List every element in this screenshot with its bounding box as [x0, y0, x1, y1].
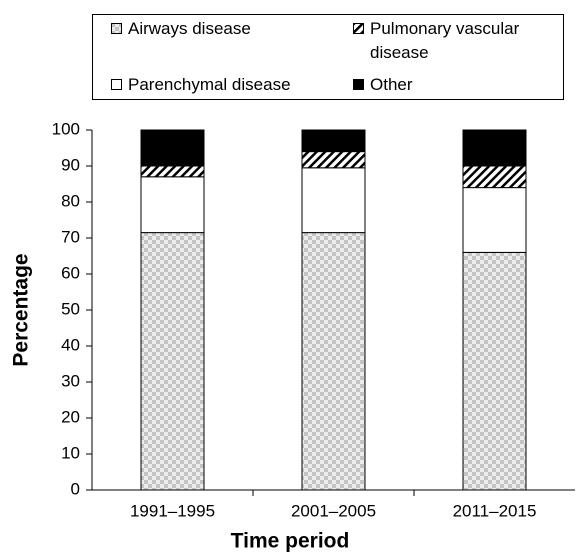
bar-segment: [462, 165, 527, 189]
bar-segment: [462, 129, 527, 167]
bar-segment: [140, 165, 205, 178]
bar-segment: [462, 187, 527, 253]
y-tick-label: 50: [61, 299, 80, 318]
bar-segment: [301, 232, 366, 491]
bar-segment: [140, 129, 205, 167]
bar-segment: [301, 129, 366, 153]
legend: Airways disease Parenchymal disease Pulmon…: [92, 14, 564, 100]
y-tick-label: 90: [61, 155, 80, 174]
bar-segment: [462, 251, 527, 491]
legend-label: Airways disease: [128, 19, 251, 38]
bar-segment: [301, 167, 366, 234]
y-tick-label: 10: [61, 443, 80, 462]
legend-swatch: [353, 79, 364, 90]
legend-swatch: [111, 23, 122, 34]
y-tick-label: 40: [61, 335, 80, 354]
legend-label: Parenchymal disease: [128, 75, 291, 94]
x-tick-label: 1991–1995: [130, 501, 215, 520]
x-tick-label: 2011–2015: [453, 501, 537, 520]
y-tick-label: 70: [61, 227, 80, 246]
legend-swatch: [353, 23, 364, 34]
bar-segment: [301, 151, 366, 169]
x-tick-label: 2001–2005: [291, 501, 376, 520]
legend-label: Other: [370, 75, 413, 94]
y-tick-label: 20: [61, 407, 80, 426]
y-tick-label: 100: [52, 119, 80, 138]
legend-swatch: [111, 79, 122, 90]
legend-item: Pulmonary vascular disease: [353, 17, 563, 65]
legend-label: Pulmonary vascular disease: [370, 19, 520, 62]
bar-segment: [140, 232, 205, 491]
y-tick-label: 60: [61, 263, 80, 282]
legend-item: Airways disease: [111, 17, 341, 41]
bar-segment: [140, 176, 205, 234]
y-axis-label: Percentage: [10, 253, 33, 366]
y-tick-label: 80: [61, 191, 80, 210]
y-tick-label: 30: [61, 371, 80, 390]
x-axis-label: Time period: [231, 530, 350, 553]
y-tick-label: 0: [71, 479, 80, 498]
legend-item: Parenchymal disease: [111, 73, 341, 97]
legend-item: Other: [353, 73, 576, 97]
